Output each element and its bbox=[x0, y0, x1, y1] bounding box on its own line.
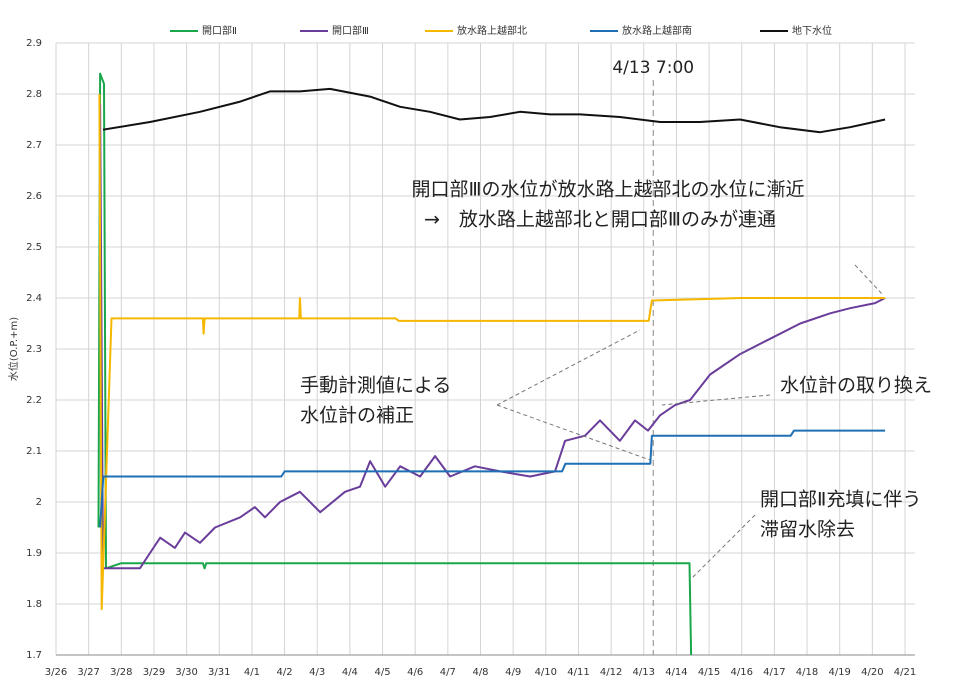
legend-label: 放水路上越部南 bbox=[622, 24, 692, 37]
x-tick-label: 4/16 bbox=[730, 667, 752, 677]
leaders bbox=[496, 264, 884, 579]
annotation: 水位計の取り換え bbox=[780, 375, 932, 397]
legend-label: 開口部Ⅲ bbox=[332, 24, 369, 37]
leader bbox=[691, 514, 756, 579]
series-line bbox=[99, 104, 886, 570]
x-tick-label: 4/10 bbox=[535, 667, 557, 677]
y-tick-label: 2.7 bbox=[26, 140, 42, 151]
annotation: → 放水路上越部北と開口部Ⅲのみが連通 bbox=[424, 209, 776, 231]
x-tick-label: 4/7 bbox=[440, 667, 456, 677]
x-tick-label: 4/4 bbox=[342, 667, 358, 677]
leader bbox=[496, 404, 651, 461]
x-tick-label: 4/18 bbox=[796, 667, 818, 677]
series-line bbox=[98, 93, 886, 611]
y-tick-label: 2.6 bbox=[26, 191, 42, 202]
y-tick-label: 2.9 bbox=[26, 38, 42, 49]
x-tick-label: 4/17 bbox=[763, 667, 785, 677]
annotation: 開口部Ⅱ充填に伴う bbox=[760, 489, 921, 511]
reference-label: 4/13 7:00 bbox=[612, 58, 694, 78]
annotation: 手動計測値による bbox=[300, 375, 451, 397]
x-tick-label: 3/29 bbox=[143, 667, 165, 677]
series-line bbox=[102, 87, 886, 134]
y-tick-label: 2 bbox=[36, 497, 42, 508]
x-tick-label: 4/14 bbox=[665, 667, 687, 677]
x-tick-label: 4/20 bbox=[861, 667, 883, 677]
series-line bbox=[97, 72, 693, 656]
x-tick-label: 4/2 bbox=[277, 667, 293, 677]
annotation: 開口部Ⅲの水位が放水路上越部北の水位に漸近 bbox=[411, 179, 804, 201]
y-tick-label: 1.9 bbox=[26, 548, 42, 559]
x-tick-label: 4/19 bbox=[828, 667, 850, 677]
x-tick-label: 3/30 bbox=[175, 667, 197, 677]
x-tick-label: 4/1 bbox=[244, 667, 260, 677]
x-tick-label: 4/15 bbox=[698, 667, 720, 677]
leader bbox=[496, 329, 641, 406]
plot: 1.7 1.8 1.9 2 2.1 2.2 2.3 2.4 2.5 2.6 2.7 2.8 2.9 3/2… bbox=[26, 24, 916, 678]
x-tick-label: 4/6 bbox=[407, 667, 423, 677]
x-tick-label: 4/11 bbox=[567, 667, 589, 677]
y-tick-label: 2.3 bbox=[26, 344, 42, 355]
x-tick-label: 4/5 bbox=[374, 667, 390, 677]
legend-label: 地下水位 bbox=[792, 24, 832, 37]
annotation: 滞留水除去 bbox=[760, 519, 855, 541]
x-tick-label: 4/3 bbox=[309, 667, 325, 677]
y-axis-label: 水位(O.P.+m) bbox=[7, 317, 20, 381]
y-tick-label: 1.8 bbox=[26, 599, 42, 610]
x-tick-label: 4/21 bbox=[894, 667, 916, 677]
y-tick-label: 2.4 bbox=[26, 293, 42, 304]
x-tick-label: 3/27 bbox=[77, 667, 99, 677]
annotation: 水位計の補正 bbox=[300, 405, 414, 427]
legend-label: 開口部Ⅱ bbox=[202, 24, 237, 37]
y-tick-label: 2.1 bbox=[26, 446, 42, 457]
x-tick-label: 3/26 bbox=[45, 667, 67, 677]
y-tick-label: 2.8 bbox=[26, 89, 42, 100]
y-tick-label: 1.7 bbox=[26, 650, 42, 661]
x-tick-label: 4/13 bbox=[633, 667, 655, 677]
x-tick-label: 4/12 bbox=[600, 667, 622, 677]
x-tick-label: 3/28 bbox=[110, 667, 132, 677]
x-tick-label: 3/31 bbox=[208, 667, 230, 677]
y-tick-label: 2.2 bbox=[26, 395, 42, 406]
series-line bbox=[99, 429, 886, 528]
legend-label: 放水路上越部北 bbox=[457, 24, 527, 37]
x-tick-label: 4/8 bbox=[472, 667, 488, 677]
y-tick-label: 2.5 bbox=[26, 242, 42, 253]
x-tick-label: 4/9 bbox=[505, 667, 521, 677]
